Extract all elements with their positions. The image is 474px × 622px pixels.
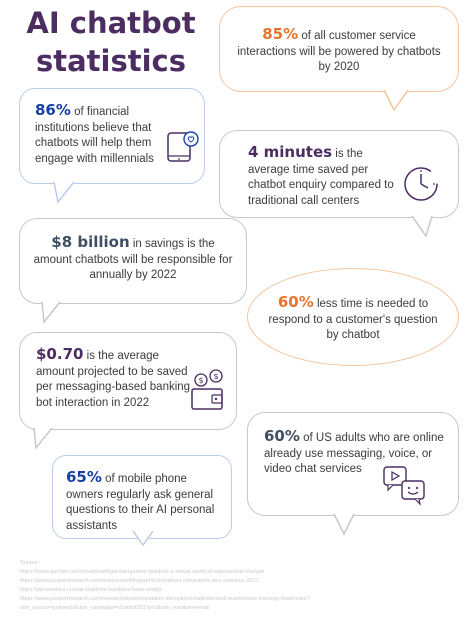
stat-value: 60%	[277, 293, 314, 311]
source-link[interactable]: https://www.juniperresearch.com/research…	[20, 596, 310, 611]
bubble-tail	[411, 215, 433, 238]
stat-description: in savings is the amount chatbots will b…	[33, 238, 233, 281]
stat-bubble-savings: $8 billion in savings is the amount chat…	[19, 218, 247, 324]
video-chat-icon	[383, 466, 425, 506]
stat-bubble-time-saved: 4 minutes is the average time saved per …	[219, 130, 459, 238]
smartphone-heart-icon	[167, 131, 199, 162]
stat-bubble-banking-savings: $0.70 is the average amount projected to…	[19, 332, 237, 450]
bubble-tail	[53, 181, 75, 204]
stat-text: $8 billion in savings is the amount chat…	[32, 233, 234, 284]
stat-bubble-customer-service: 85% of all customer service interactions…	[219, 6, 459, 112]
bubble-tail	[333, 513, 355, 536]
stat-value: 4 minutes	[248, 143, 333, 161]
stat-description: of financial institutions believe that c…	[35, 106, 154, 165]
stat-bubble-messaging-usage: 60% of US adults who are online already …	[247, 412, 459, 536]
stat-value: $0.70	[36, 345, 84, 363]
title-line-2: statistics	[35, 44, 186, 78]
stat-value: $8 billion	[51, 233, 130, 251]
stat-text: $0.70 is the average amount projected to…	[36, 345, 196, 411]
stat-text: 85% of all customer service interactions…	[234, 25, 444, 76]
stat-description: of US adults who are online already use …	[264, 432, 444, 475]
page-title: AI chatbot statistics	[16, 4, 206, 80]
bubble-tail	[41, 301, 61, 324]
title-line-1: AI chatbot	[26, 6, 196, 40]
stat-text: 65% of mobile phone owners regularly ask…	[66, 468, 226, 534]
stat-text: 86% of financial institutions believe th…	[35, 101, 175, 167]
stat-value: 60%	[264, 427, 300, 445]
source-link[interactable]: https://www.juniperresearch.com/resource…	[20, 578, 259, 584]
sources-block: Source: https://www.gartner.com/smarterw…	[20, 559, 460, 613]
bubble-tail	[383, 89, 409, 112]
stat-description: less time is needed to respond to a cust…	[268, 298, 438, 341]
stat-text: 60% of US adults who are online already …	[264, 427, 449, 478]
stat-description: of all customer service interactions wil…	[237, 30, 441, 73]
bubble-tail	[33, 427, 53, 450]
stat-description: of mobile phone owners regularly ask gen…	[66, 473, 215, 532]
source-link[interactable]: https://www.gartner.com/smarterwithgartn…	[20, 569, 265, 575]
wallet-coins-icon: $ $	[191, 369, 223, 410]
stat-value: 85%	[262, 25, 299, 43]
clock-icon	[404, 167, 438, 201]
stat-bubble-ai-assistants: 65% of mobile phone owners regularly ask…	[52, 455, 232, 547]
stat-description: is the average time saved per chatbot en…	[248, 148, 394, 207]
source-link[interactable]: https://personetics.com/ai-chatbots-numb…	[20, 587, 162, 593]
stat-value: 86%	[35, 101, 71, 119]
stat-text: 60% less time is needed to respond to a …	[266, 293, 440, 344]
sources-label: Source:	[20, 560, 40, 566]
svg-text:$: $	[198, 376, 203, 385]
bubble-tail	[132, 530, 154, 547]
stat-value: 65%	[66, 468, 102, 486]
stat-text: 4 minutes is the average time saved per …	[248, 143, 398, 209]
svg-text:$: $	[213, 372, 218, 381]
stat-description: is the average amount projected to be sa…	[36, 350, 191, 409]
stat-bubble-financial-institutions: 86% of financial institutions believe th…	[19, 88, 205, 204]
stat-bubble-response-time: 60% less time is needed to respond to a …	[247, 268, 459, 366]
